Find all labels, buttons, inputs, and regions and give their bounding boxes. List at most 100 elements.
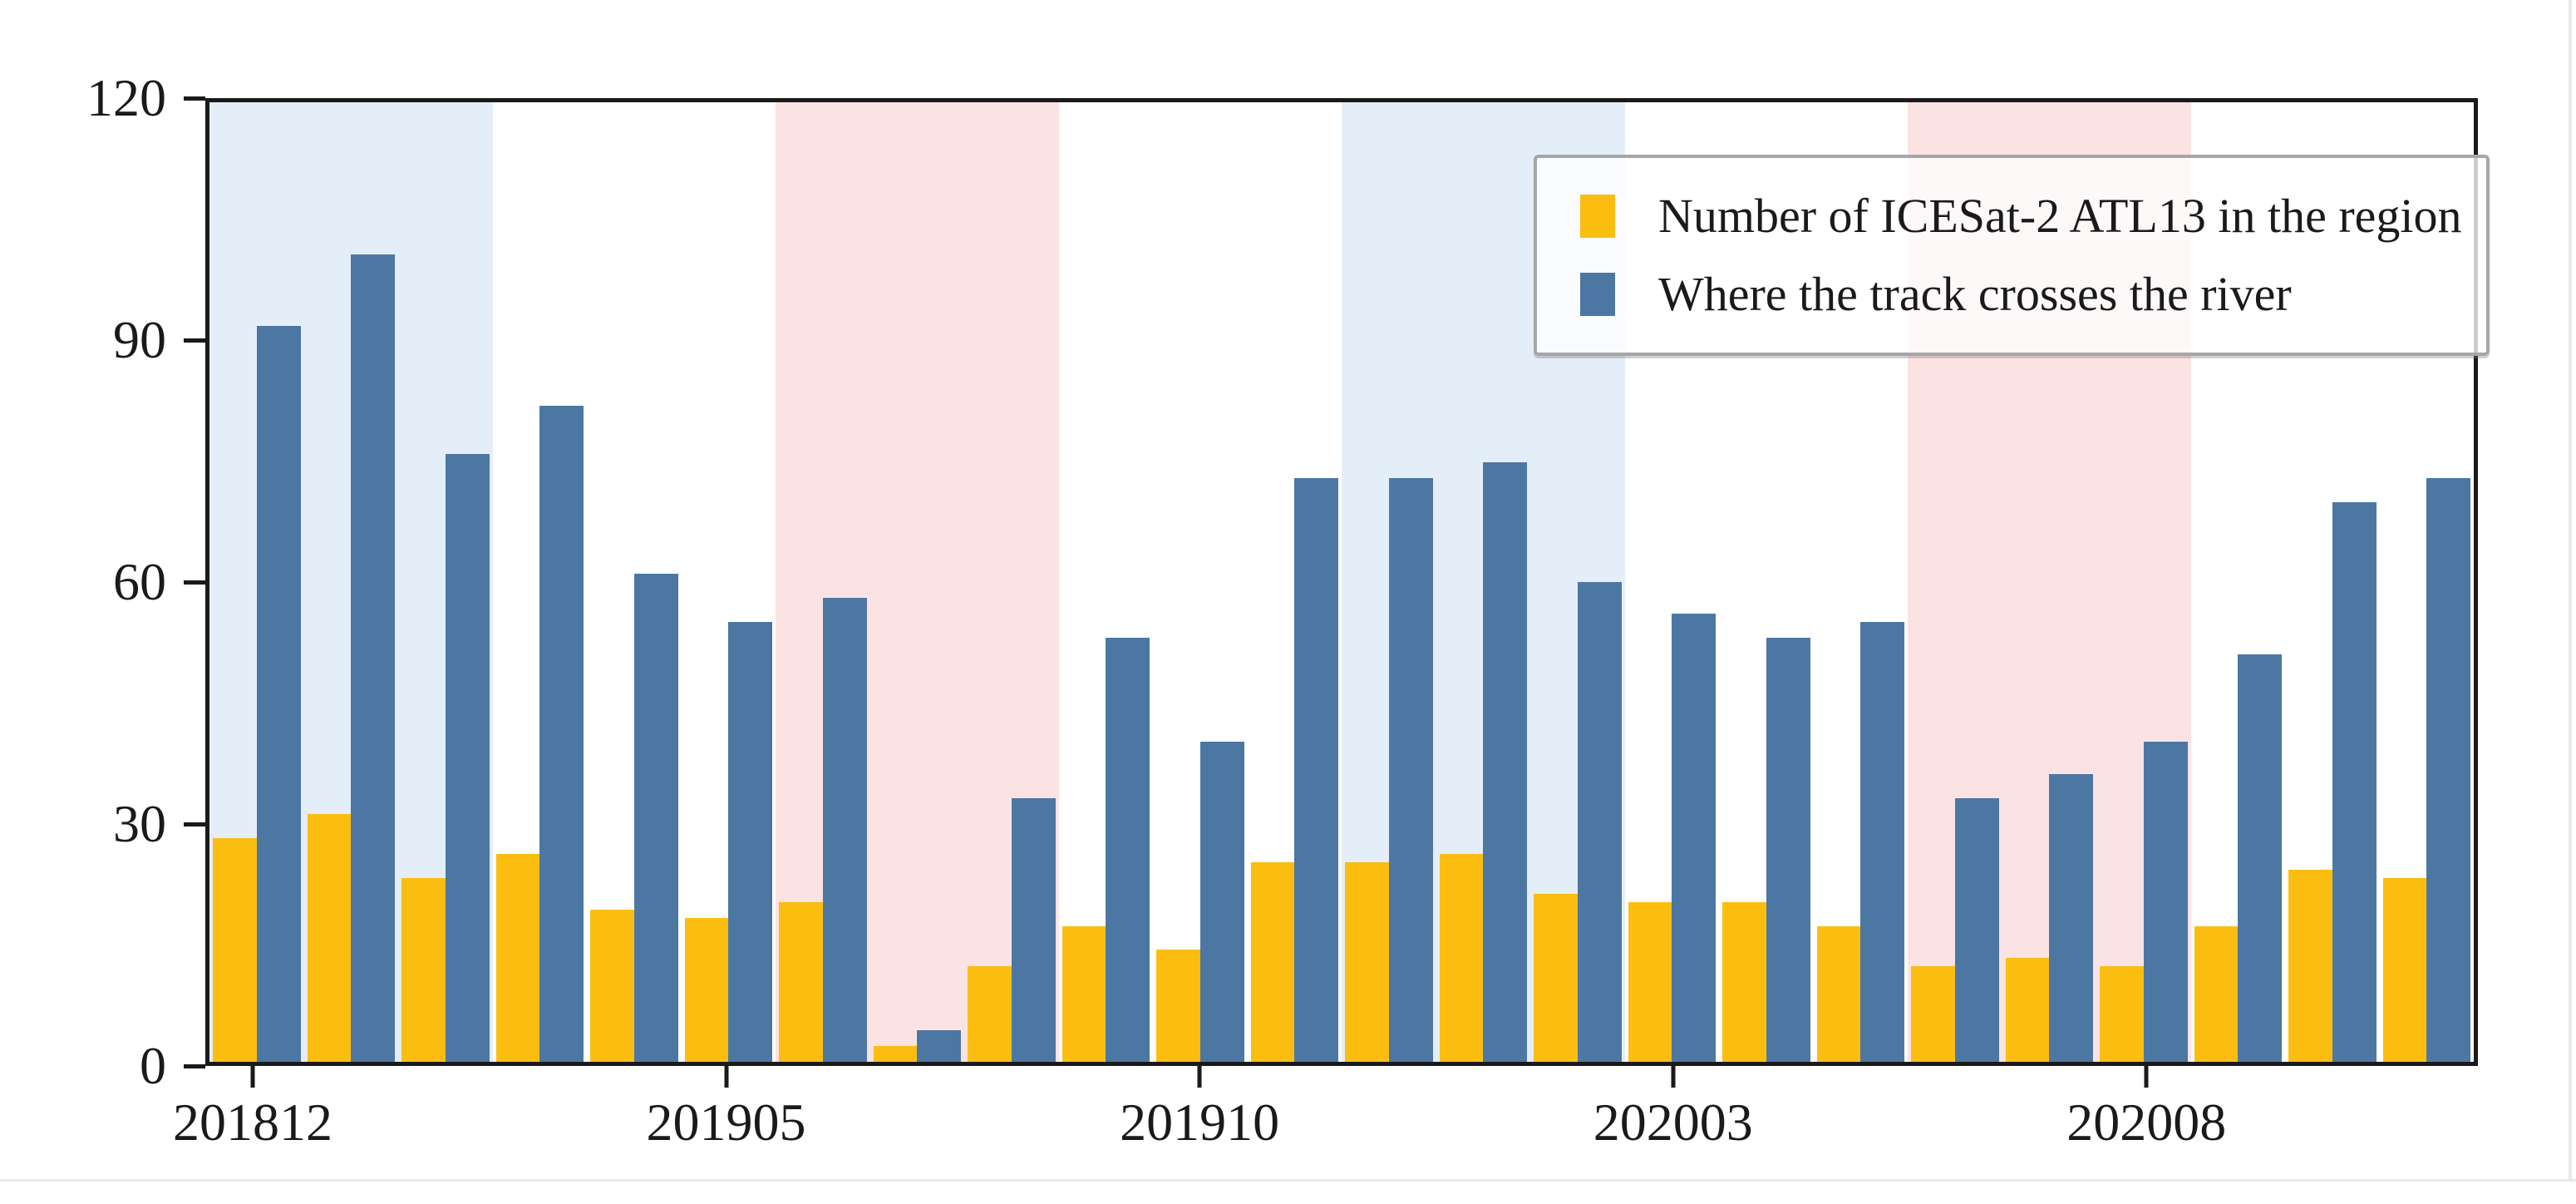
y-tick-label-60: 60	[113, 552, 166, 611]
bar-region-count-201906	[779, 901, 823, 1062]
bar-track-crossing-202001	[1483, 461, 1527, 1062]
x-tick-label-201812: 201812	[172, 1093, 332, 1152]
x-tick-202003	[1671, 1066, 1676, 1088]
bar-region-count-201907	[873, 1045, 918, 1062]
month-group-202002	[1530, 102, 1625, 1062]
bar-track-crossing-201907	[917, 1029, 961, 1062]
bar-track-crossing-202011	[2426, 477, 2470, 1062]
bar-track-crossing-202010	[2332, 501, 2377, 1062]
x-tick-label-201905: 201905	[646, 1093, 806, 1152]
screenshot-edge-right	[2569, 0, 2572, 1181]
bar-track-crossing-201904	[633, 574, 678, 1062]
month-group-202003	[1625, 102, 1720, 1062]
bar-region-count-202004	[1722, 901, 1766, 1062]
y-tick-90	[184, 338, 205, 343]
legend-swatch-yellow	[1580, 195, 1615, 239]
bar-region-count-202003	[1628, 901, 1672, 1062]
bar-region-count-202002	[1534, 894, 1578, 1062]
month-group-201908	[964, 102, 1059, 1062]
legend-swatch-blue	[1580, 272, 1615, 316]
bar-track-crossing-202005	[1860, 622, 1904, 1062]
bar-region-count-201908	[968, 965, 1012, 1062]
bar-track-crossing-201908	[1011, 797, 1056, 1062]
y-tick-30	[184, 822, 205, 827]
x-tick-201910	[1197, 1066, 1202, 1088]
y-axis-ticks	[184, 96, 205, 1068]
month-group-202001	[1436, 102, 1531, 1062]
month-group-202005	[1814, 102, 1909, 1062]
bar-region-count-201903	[495, 853, 540, 1062]
bar-track-crossing-201909	[1106, 638, 1150, 1062]
bar-region-count-201909	[1061, 925, 1106, 1062]
bar-track-crossing-201910	[1199, 742, 1244, 1062]
bar-region-count-202008	[2100, 965, 2144, 1062]
bar-region-count-202001	[1439, 853, 1484, 1062]
bars-layer	[209, 102, 2474, 1062]
y-tick-label-30: 30	[113, 794, 166, 853]
month-group-201902	[398, 102, 493, 1062]
month-group-201907	[870, 102, 965, 1062]
month-group-201812	[209, 102, 304, 1062]
month-group-201912	[1342, 102, 1436, 1062]
bar-region-count-202011	[2382, 877, 2427, 1062]
month-group-201901	[304, 102, 399, 1062]
bar-track-crossing-201912	[1388, 477, 1433, 1062]
bar-region-count-202007	[2005, 957, 2050, 1062]
bar-region-count-201902	[401, 877, 446, 1062]
x-tick-202008	[2144, 1066, 2149, 1088]
month-group-202009	[2191, 102, 2286, 1062]
y-tick-120	[184, 96, 205, 101]
legend: Number of ICESat-2 ATL13 in the region W…	[1534, 155, 2490, 356]
legend-row-region-count: Number of ICESat-2 ATL13 in the region	[1580, 192, 2486, 240]
x-tick-label-202003: 202003	[1593, 1093, 1753, 1152]
x-axis-ticks	[205, 1066, 2478, 1091]
bar-track-crossing-201812	[256, 326, 301, 1062]
bar-track-crossing-201905	[728, 622, 772, 1062]
bar-track-crossing-202006	[1954, 797, 1999, 1062]
bar-track-crossing-202003	[1672, 614, 1716, 1062]
bar-region-count-202005	[1816, 925, 1861, 1062]
x-tick-201812	[250, 1066, 255, 1088]
month-group-201910	[1153, 102, 1248, 1062]
bar-region-count-201910	[1156, 950, 1200, 1062]
month-group-202007	[2002, 102, 2097, 1062]
month-group-202011	[2380, 102, 2475, 1062]
x-axis-labels: 201812 201905 201910 202003 202008	[173, 1093, 2478, 1171]
bar-track-crossing-201903	[539, 406, 584, 1062]
legend-row-track-crossing: Where the track crosses the river	[1580, 266, 2486, 321]
bar-region-count-201905	[684, 917, 729, 1062]
month-group-201904	[587, 102, 682, 1062]
bar-region-count-201901	[307, 813, 352, 1062]
bar-track-crossing-202007	[2049, 773, 2093, 1062]
bar-track-crossing-202002	[1577, 582, 1622, 1062]
legend-label-region-count: Number of ICESat-2 ATL13 in the region	[1658, 189, 2462, 244]
month-group-201906	[776, 102, 870, 1062]
month-group-201905	[682, 102, 776, 1062]
y-axis-labels: 0 30 60 90 120	[0, 72, 171, 1093]
legend-label-track-crossing: Where the track crosses the river	[1658, 266, 2292, 321]
bar-track-crossing-201911	[1294, 477, 1338, 1062]
bar-track-crossing-201906	[822, 598, 867, 1062]
bar-region-count-201812	[213, 837, 257, 1062]
month-group-202008	[2096, 102, 2191, 1062]
bar-region-count-201911	[1250, 861, 1295, 1062]
y-tick-label-0: 0	[140, 1036, 166, 1095]
bar-track-crossing-202008	[2143, 742, 2188, 1062]
bar-track-crossing-202009	[2238, 654, 2282, 1062]
month-group-202006	[1908, 102, 2002, 1062]
bar-track-crossing-201902	[445, 454, 490, 1062]
x-tick-201905	[724, 1066, 729, 1088]
bar-region-count-202010	[2288, 870, 2332, 1062]
bar-region-count-201912	[1345, 861, 1389, 1062]
bar-track-crossing-202004	[1766, 638, 1810, 1062]
screenshot-edge-bottom	[0, 1179, 2576, 1182]
y-tick-60	[184, 580, 205, 585]
x-tick-label-202008: 202008	[2066, 1093, 2227, 1152]
month-group-202004	[1719, 102, 1814, 1062]
y-tick-label-120: 120	[86, 68, 166, 127]
month-group-202010	[2285, 102, 2380, 1062]
bar-region-count-202009	[2194, 925, 2239, 1062]
y-tick-0	[184, 1064, 205, 1068]
month-group-201903	[493, 102, 588, 1062]
